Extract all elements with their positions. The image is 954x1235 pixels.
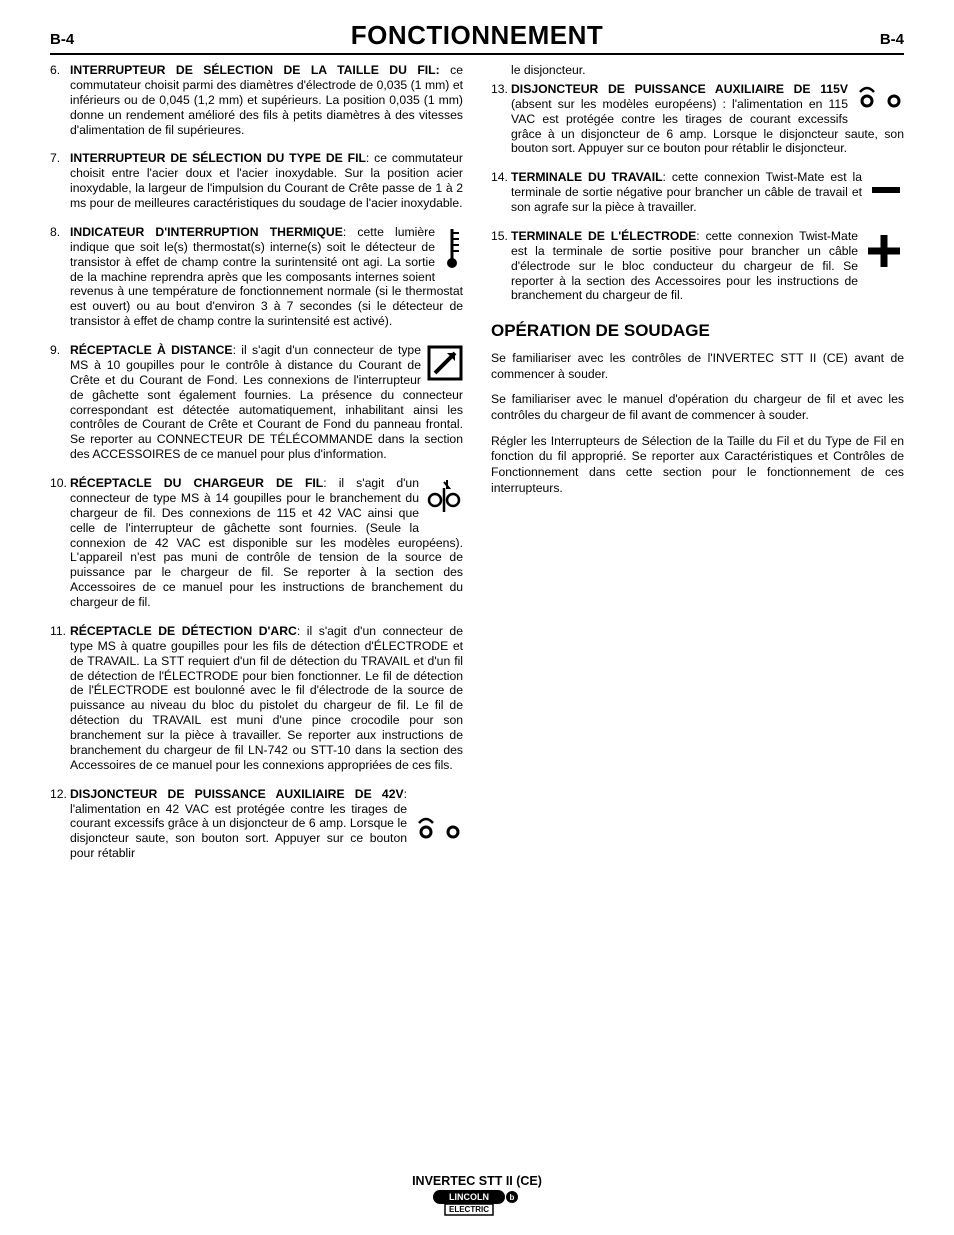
item-title: DISJONCTEUR DE PUISSANCE AUXILIAIRE DE 4…: [70, 787, 404, 801]
footer-model: INVERTEC STT II (CE): [0, 1174, 954, 1188]
logo-brand-top: LINCOLN: [449, 1192, 489, 1202]
continuation-text: le disjoncteur.: [491, 63, 904, 78]
remote-icon: [427, 345, 463, 385]
left-column: 6. INTERRUPTEUR DE SÉLECTION DE LA TAILL…: [50, 63, 463, 875]
item-title: INDICATEUR D'INTERRUPTION THERMIQUE: [70, 225, 343, 239]
list-item: 6. INTERRUPTEUR DE SÉLECTION DE LA TAILL…: [50, 63, 463, 137]
item-title: RÉCEPTACLE DU CHARGEUR DE FIL: [70, 476, 323, 490]
item-title: RÉCEPTACLE DE DÉTECTION D'ARC: [70, 624, 297, 638]
right-column: le disjoncteur. 13. DISJONCTEUR DE PUISS…: [491, 63, 904, 875]
item-body: : cette lumière indique que soit le(s) t…: [70, 225, 463, 328]
list-item: 15. TERMINALE DE L'ÉLECTRODE: cette conn…: [491, 229, 904, 303]
right-list: 13. DISJONCTEUR DE PUISSANCE AUXILIAIRE …: [491, 82, 904, 303]
list-item: 13. DISJONCTEUR DE PUISSANCE AUXILIAIRE …: [491, 82, 904, 156]
item-number: 14.: [491, 170, 508, 185]
item-title: INTERRUPTEUR DE SÉLECTION DE LA TAILLE D…: [70, 63, 440, 77]
section-paragraph: Régler les Interrupteurs de Sélection de…: [491, 434, 904, 496]
item-title: DISJONCTEUR DE PUISSANCE AUXILIAIRE DE 1…: [511, 82, 848, 96]
svg-text:b: b: [510, 1193, 515, 1202]
list-item: 14. TERMINALE DU TRAVAIL: cette connexio…: [491, 170, 904, 215]
content-columns: 6. INTERRUPTEUR DE SÉLECTION DE LA TAILL…: [50, 63, 904, 875]
item-number: 13.: [491, 82, 508, 97]
item-title: RÉCEPTACLE À DISTANCE: [70, 343, 233, 357]
section-heading: OPÉRATION DE SOUDAGE: [491, 321, 904, 341]
item-number: 7.: [50, 151, 60, 166]
list-item: 8. INDICATEUR D'INTERRUPTION THERMIQUE: …: [50, 225, 463, 329]
list-item: 11. RÉCEPTACLE DE DÉTECTION D'ARC: il s'…: [50, 624, 463, 773]
page-footer: INVERTEC STT II (CE) LINCOLN b ELECTRIC: [0, 1174, 954, 1221]
breaker-icon: [413, 815, 463, 845]
item-body: : il s'agit d'un connecteur de type MS à…: [70, 343, 463, 461]
item-title: TERMINALE DE L'ÉLECTRODE: [511, 229, 696, 243]
item-number: 6.: [50, 63, 60, 78]
item-number: 9.: [50, 343, 60, 358]
item-number: 8.: [50, 225, 60, 240]
item-body: (absent sur les modèles européens) : l'a…: [511, 97, 904, 156]
list-item: 7. INTERRUPTEUR DE SÉLECTION DU TYPE DE …: [50, 151, 463, 211]
item-number: 11.: [50, 624, 66, 639]
item-number: 12.: [50, 787, 67, 802]
left-list: 6. INTERRUPTEUR DE SÉLECTION DE LA TAILL…: [50, 63, 463, 861]
lincoln-electric-logo: LINCOLN b ELECTRIC: [0, 1190, 954, 1221]
thermometer-icon: [441, 227, 463, 275]
list-item: 12. DISJONCTEUR DE PUISSANCE AUXILIAIRE …: [50, 787, 463, 861]
logo-brand-bottom: ELECTRIC: [449, 1205, 489, 1214]
page-number-right: B-4: [880, 31, 904, 48]
item-body: : il s'agit d'un connecteur de type MS à…: [70, 624, 463, 772]
list-item: 9. RÉCEPTACLE À DISTANCE: il s'agit d'un…: [50, 343, 463, 462]
item-title: TERMINALE DU TRAVAIL: [511, 170, 663, 184]
breaker-icon: [854, 84, 904, 114]
section-paragraph: Se familiariser avec le manuel d'opérati…: [491, 392, 904, 423]
minus-terminal-icon: [868, 172, 904, 212]
page-header: B-4 FONCTIONNEMENT B-4: [50, 20, 904, 55]
wire-feeder-icon: [425, 478, 463, 520]
plus-terminal-icon: [864, 231, 904, 275]
item-body: : il s'agit d'un connecteur de type MS à…: [70, 476, 463, 609]
page-number-left: B-4: [50, 31, 74, 48]
item-number: 10.: [50, 476, 67, 491]
page-title: FONCTIONNEMENT: [351, 20, 604, 51]
item-number: 15.: [491, 229, 508, 244]
list-item: 10. RÉCEPTACLE DU CHARGEUR DE FIL: il s'…: [50, 476, 463, 610]
section-paragraph: Se familiariser avec les contrôles de l'…: [491, 351, 904, 382]
item-title: INTERRUPTEUR DE SÉLECTION DU TYPE DE FIL: [70, 151, 366, 165]
